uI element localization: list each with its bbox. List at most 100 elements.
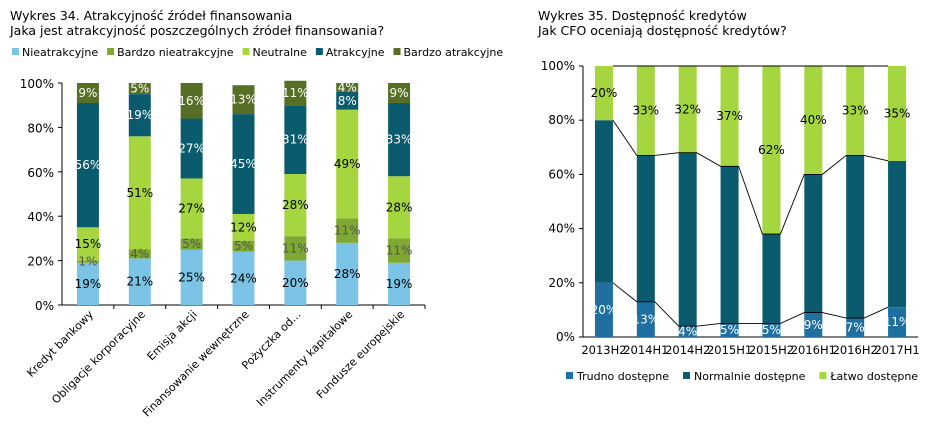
chart1-data-label: 28% — [282, 198, 309, 212]
chart1-legend-swatch — [107, 48, 115, 55]
chart2-bar-segment — [720, 66, 739, 167]
chart1-legend-label: Neutralne — [253, 46, 308, 59]
chart1-data-label: 56% — [75, 158, 102, 172]
chart2-category-label: 2016H2 — [833, 343, 878, 357]
chart1-data-label: 21% — [126, 275, 153, 289]
chart2-category-label: 2014H2 — [665, 343, 710, 357]
chart1-bar-segment — [284, 174, 307, 237]
chart2-data-label: 40% — [800, 113, 827, 127]
chart1-bar-segment — [336, 91, 359, 110]
chart1-data-label: 33% — [386, 133, 413, 147]
chart2-legend-label: Normalnie dostępne — [694, 370, 806, 383]
chart2-bar-segment — [846, 318, 865, 337]
chart1-data-label: 27% — [178, 141, 205, 155]
chart1-axes: 0% 20% 40% 60% 80% 100% — [20, 77, 425, 313]
chart1-bar-segment — [128, 94, 151, 137]
chart1-y-tick-label: 60% — [27, 166, 54, 180]
chart1-data-label: 5% — [130, 82, 149, 96]
chart2-bar-segment — [636, 155, 655, 302]
chart2-data-label: 33% — [632, 104, 659, 118]
chart2-legend-swatch — [819, 372, 827, 379]
chart2-y-tick-label: 20% — [548, 276, 575, 290]
chart1-bar-segment — [284, 105, 307, 175]
chart1-data-label: 24% — [230, 271, 257, 285]
chart2-bar-segment — [846, 66, 865, 156]
chart1-y-tick-label: 40% — [27, 210, 54, 224]
chart2-y-tick-label: 80% — [548, 113, 575, 127]
chart2-bar-segment — [636, 66, 655, 156]
chart1-bar-segment — [336, 242, 359, 305]
chart1-data-label: 4% — [338, 80, 357, 94]
chart2-bar-segment — [804, 312, 823, 337]
chart2-subtitle: Jak CFO oceniają dostępność kredytów? — [537, 23, 787, 38]
chart2-legend-swatch — [566, 372, 573, 379]
chart2-data-label: 13% — [632, 312, 659, 326]
chart2-bar-segment — [594, 120, 613, 283]
chart1-bar-segment — [336, 109, 359, 219]
chart2-data-label: 7% — [846, 321, 865, 335]
chart1-y-tick-label: 20% — [27, 255, 54, 269]
chart1-bar-segment — [388, 238, 411, 263]
chart1-data-label: 4% — [130, 247, 149, 261]
chart1-data-label: 27% — [178, 201, 205, 215]
chart1-title: Wykres 34. Atrakcyjność źródeł finansowa… — [10, 8, 292, 23]
chart2-series-lines — [612, 65, 889, 327]
chart1-data-label: 19% — [75, 277, 102, 291]
chart1-category-label: Obligacje korporacyjne — [49, 308, 148, 407]
chart1-bar-segment — [76, 260, 99, 263]
chart1-data-label: 11% — [282, 86, 309, 100]
chart1-bar-segment — [232, 114, 255, 214]
chart1-bar-segment — [232, 240, 255, 252]
chart1-data-label: 9% — [390, 86, 409, 100]
chart1-bar-segment — [76, 102, 99, 228]
chart1-data-label: 11% — [386, 244, 413, 258]
chart2-data-label: 11% — [884, 315, 911, 329]
chart1-data-label: 31% — [282, 133, 309, 147]
chart1-bar-segment — [388, 176, 411, 239]
chart1-bar-segment — [128, 258, 151, 305]
chart2-category-label: 2014H1 — [623, 343, 668, 357]
chart2-legend: Trudno dostępne Normalnie dostępne Łatwo d… — [566, 370, 918, 383]
chart1-data-label: 49% — [334, 157, 361, 171]
chart1-bar-segment — [76, 83, 99, 103]
chart1-data-label: 25% — [178, 270, 205, 284]
chart1-bar-segment — [336, 83, 359, 92]
chart1-bar-segment — [232, 213, 255, 241]
chart1-data-label: 12% — [230, 220, 257, 234]
chart1-data-label: 20% — [282, 276, 309, 290]
chart1-bar-segment — [128, 249, 151, 259]
chart2-data-label: 5% — [720, 323, 739, 337]
chart1-legend-swatch — [12, 48, 19, 55]
chart2-category-label: 2015H2 — [749, 343, 794, 357]
chart2-bar-segment — [804, 66, 823, 175]
chart1-bar-segment — [284, 80, 307, 106]
chart1-y-tick-label: 0% — [35, 299, 54, 313]
chart1-data-label: 51% — [126, 186, 153, 200]
chart1-bar-segment — [76, 227, 99, 261]
chart2-bars — [594, 66, 907, 337]
chart1-data-label: 16% — [178, 94, 205, 108]
chart2-bar-segment — [720, 323, 739, 337]
chart1-data-label: 19% — [386, 277, 413, 291]
chart2-category-label: 2017H1 — [874, 343, 919, 357]
chart1-bar-segment — [336, 218, 359, 243]
chart1-data-labels: 19% 1% 15% 56% 9% 21% 4% 51% 19% 5% 25% 5% 27% 27% 16%… — [75, 80, 413, 290]
chart2-bar-segment — [678, 326, 697, 337]
chart2-bar-segment — [888, 66, 907, 161]
chart1-legend-swatch — [315, 48, 323, 55]
chart2-data-label: 20% — [591, 303, 618, 317]
chart2-y-tick-label: 100% — [541, 59, 575, 73]
chart2-bar-segment — [762, 234, 781, 324]
chart2-data-label: 37% — [716, 109, 743, 123]
chart1-legend-swatch — [242, 48, 250, 55]
chart1-category-label: Instrumenty kapitałowe — [254, 308, 355, 409]
chart1-bar-segment — [180, 83, 203, 119]
chart1-data-label: 15% — [75, 237, 102, 251]
chart2-bar-segment — [678, 66, 697, 153]
chart2-y-tick-label: 0% — [556, 330, 575, 344]
chart1-data-label: 8% — [338, 94, 357, 108]
chart1-data-label: 28% — [334, 267, 361, 281]
chart2-data-label: 20% — [591, 86, 618, 100]
chart2-bar-segment — [762, 66, 781, 235]
